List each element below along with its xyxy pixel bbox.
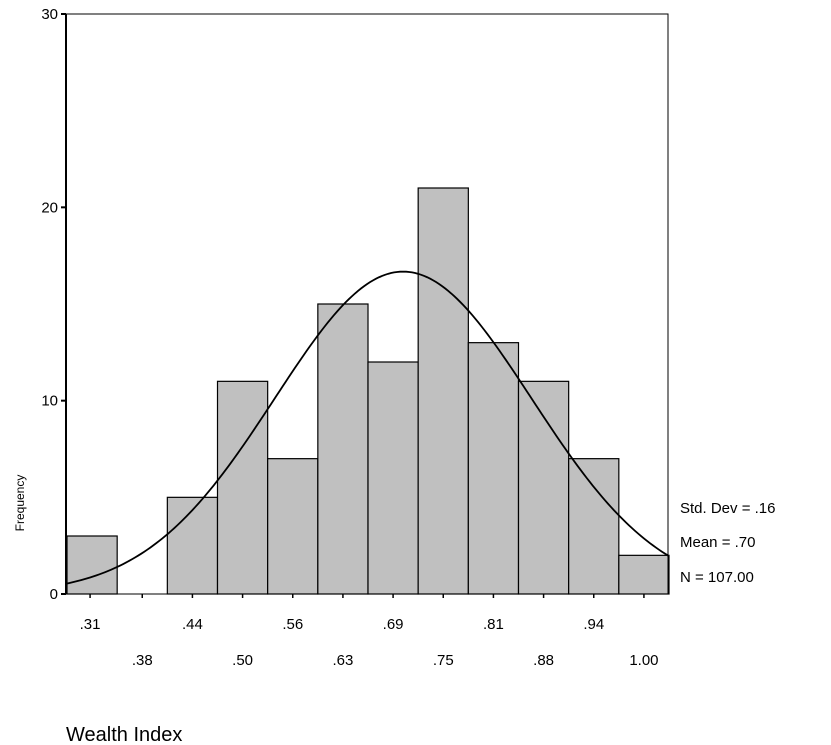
x-tick-label-12: 1.00 — [629, 652, 658, 669]
stat-mean: Mean = .70 — [680, 534, 755, 551]
x-tick-label-11: .94 — [583, 616, 604, 633]
x-tick-label-2: .38 — [132, 652, 153, 669]
histogram-bar-9 — [467, 342, 520, 595]
x-tick-label-7: .69 — [383, 616, 404, 633]
y-tick-label-30: 30 — [41, 6, 58, 23]
x-tick-label-6: .63 — [332, 652, 353, 669]
x-tick-label-5: .56 — [282, 616, 303, 633]
stat-std-dev: Std. Dev = .16 — [680, 500, 775, 517]
histogram-bar-10 — [517, 380, 570, 595]
histogram-bar-8 — [417, 187, 469, 595]
histogram-bar-4 — [216, 380, 269, 595]
x-tick-label-3: .44 — [182, 616, 203, 633]
y-axis-label: Frequency — [13, 475, 27, 532]
histogram-bar-5 — [267, 458, 319, 595]
x-tick-label-8: .75 — [433, 652, 454, 669]
x-tick-label-9: .81 — [483, 616, 504, 633]
bars-group — [66, 187, 670, 595]
histogram-bar-1 — [66, 535, 118, 595]
x-axis-label: Wealth Index — [66, 724, 182, 745]
histogram-bar-3 — [166, 496, 219, 595]
normal-curve — [65, 270, 669, 585]
x-ticks-group: .31 .38 .44 .50 .56 .63 .69 .75 .81 .88 .94 1.00 — [80, 594, 659, 669]
y-tick-label-20: 20 — [41, 199, 58, 216]
x-tick-label-10: .88 — [533, 652, 554, 669]
histogram-bar-12 — [618, 554, 670, 595]
y-tick-label-0: 0 — [50, 586, 58, 603]
x-tick-label-4: .50 — [232, 652, 253, 669]
histogram-bar-7 — [367, 361, 419, 595]
y-tick-label-10: 10 — [41, 393, 58, 410]
histogram-bar-6 — [317, 303, 369, 595]
histogram-bar-11 — [568, 458, 620, 595]
x-tick-label-1: .31 — [80, 616, 101, 633]
y-ticks-group: 0 10 20 30 — [41, 6, 66, 603]
stat-n: N = 107.00 — [680, 569, 754, 586]
